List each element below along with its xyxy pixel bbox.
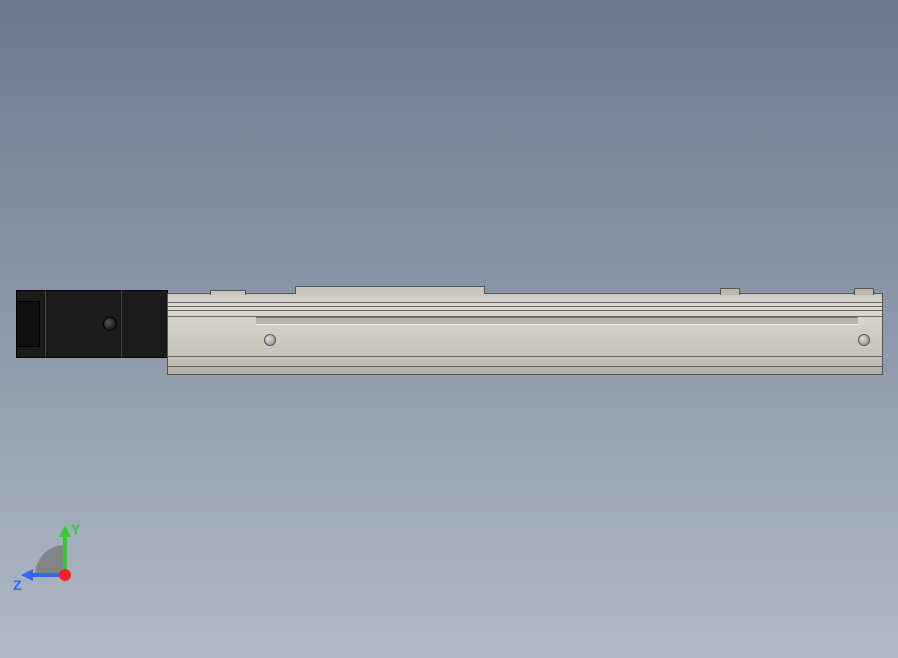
rail-bolt xyxy=(264,334,276,346)
rail-top-flat xyxy=(210,290,246,295)
rail-edge-line xyxy=(168,302,882,303)
axis-triad-svg xyxy=(25,525,105,605)
rail-edge-line xyxy=(168,310,882,311)
axis-z-arrow xyxy=(21,569,33,581)
motor-seam-1 xyxy=(45,291,46,357)
rail-edge-line xyxy=(168,356,882,357)
rail-edge-line xyxy=(168,366,882,367)
motor-seam-2 xyxy=(121,291,122,357)
axis-y-label: Y xyxy=(71,521,80,537)
axis-x-dot xyxy=(59,569,71,581)
carriage-plate xyxy=(295,286,485,294)
rail-edge-line xyxy=(168,306,882,307)
axis-y-arrow xyxy=(59,525,71,537)
motor-end-cap xyxy=(16,301,40,347)
rail-top-tab xyxy=(720,288,740,295)
rail-top-tab xyxy=(854,288,874,295)
axis-z-label: Z xyxy=(13,577,22,593)
rail-t-slot xyxy=(256,317,858,325)
rail-bolt xyxy=(858,334,870,346)
triad-wedge xyxy=(35,545,65,575)
motor-screw xyxy=(103,317,117,331)
cad-viewport[interactable]: Y Z xyxy=(0,0,898,658)
rail-body xyxy=(167,293,883,375)
axis-triad[interactable]: Y Z xyxy=(25,525,105,605)
